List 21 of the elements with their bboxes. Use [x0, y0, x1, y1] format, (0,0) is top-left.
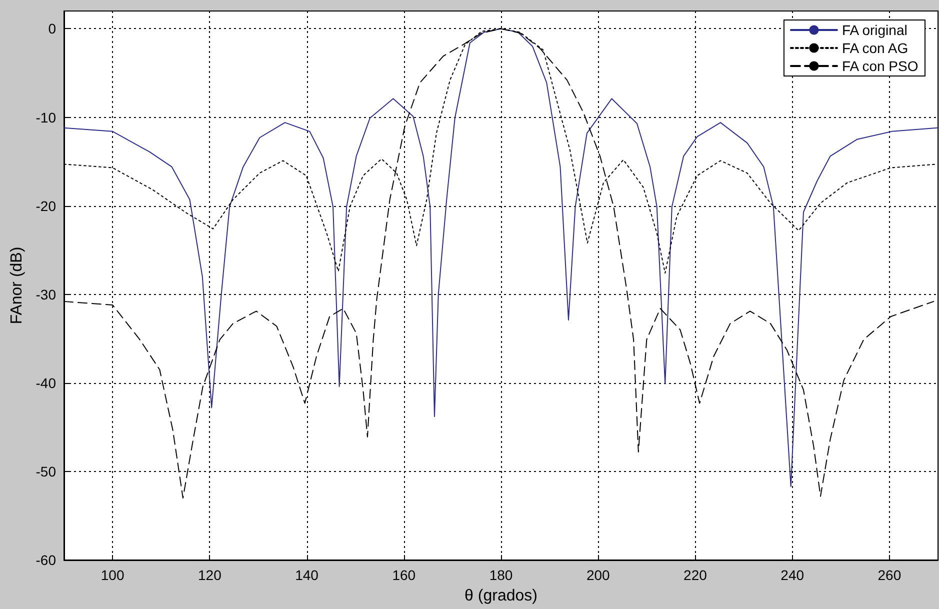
y-tick-label: -20 — [36, 198, 56, 214]
y-tick-label: -40 — [36, 374, 56, 391]
x-axis-title: θ (grados) — [464, 588, 538, 604]
x-tick-label: 200 — [586, 567, 610, 583]
x-tick-label: 160 — [392, 567, 416, 583]
y-tick-label: -30 — [36, 286, 56, 302]
x-tick-label: 100 — [100, 567, 124, 583]
x-tick-label: 260 — [878, 567, 902, 583]
y-tick-label: -50 — [36, 463, 56, 480]
x-tick-label: 120 — [198, 567, 222, 583]
x-tick-label: 180 — [489, 567, 513, 583]
y-tick-label: 0 — [48, 20, 56, 37]
y-axis-title: FAnor (dB) — [8, 246, 26, 324]
legend-label: FA con PSO — [842, 58, 918, 74]
x-tick-label: 140 — [295, 567, 319, 583]
y-tick-label: -10 — [36, 109, 56, 126]
x-tick-label: 220 — [684, 567, 708, 583]
legend-label: FA original — [842, 22, 908, 38]
y-tick-label: -60 — [36, 552, 56, 568]
x-tick-label: 240 — [780, 567, 804, 583]
legend-label: FA con AG — [842, 40, 908, 56]
